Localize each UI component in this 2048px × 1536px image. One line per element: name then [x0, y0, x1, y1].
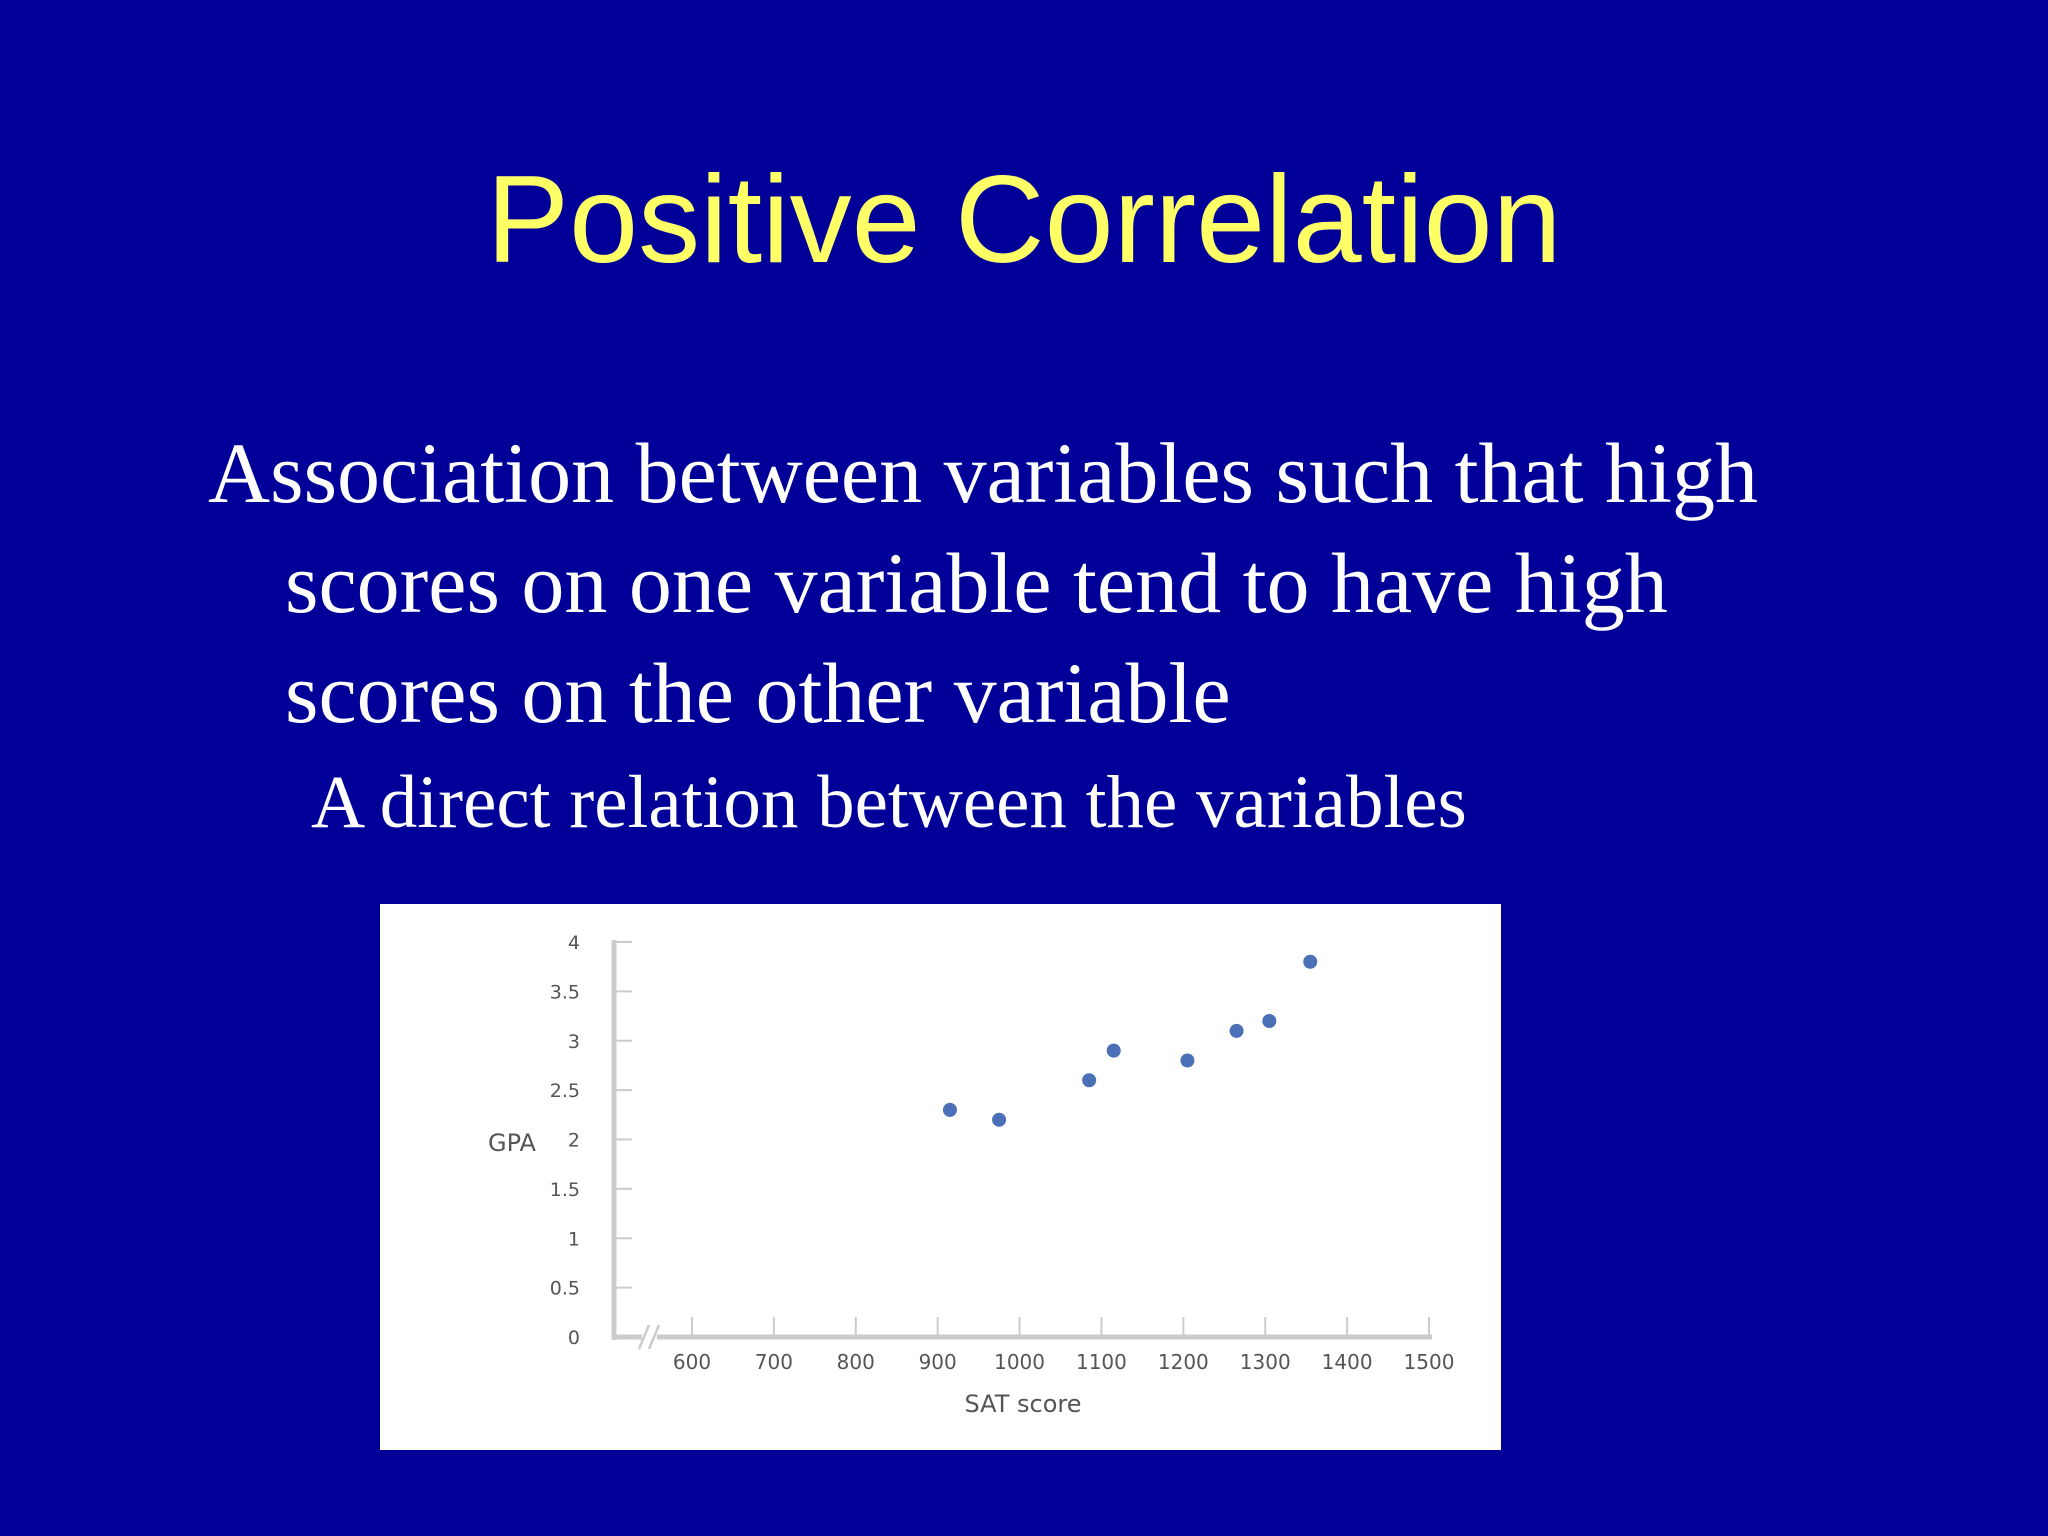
y-tick-label: 3.5 — [550, 981, 580, 1003]
y-tick-label: 1 — [568, 1228, 580, 1250]
chart-ticks: 0 0.5 1 1.5 2 2.5 3 3.5 4 600 700 800 900 1000 1100 120… — [550, 932, 1455, 1374]
x-tick-label: 900 — [919, 1350, 957, 1374]
x-tick-label: 1500 — [1404, 1350, 1455, 1374]
data-point — [1262, 1014, 1277, 1028]
slide-title: Positive Correlation — [486, 151, 1562, 289]
data-point — [1180, 1053, 1195, 1068]
body-text-line-3: scores on the other variable — [285, 645, 1231, 741]
data-point — [942, 1102, 957, 1117]
x-axis-label: SAT score — [964, 1390, 1081, 1418]
x-tick-label: 1200 — [1158, 1350, 1209, 1374]
chart-axes — [611, 940, 1432, 1350]
x-tick-label: 800 — [837, 1350, 875, 1374]
x-tick-label: 600 — [673, 1350, 711, 1374]
data-point — [1303, 954, 1318, 969]
x-axis-break-mark — [647, 1324, 661, 1350]
y-tick-label: 4 — [568, 932, 580, 954]
y-tick-label: 3 — [568, 1031, 580, 1053]
x-axis-break-mark — [637, 1324, 651, 1350]
sub-point-text: A direct relation between the variables — [311, 761, 1467, 844]
y-tick-label: 0.5 — [550, 1278, 580, 1300]
x-tick-label: 1000 — [994, 1350, 1045, 1374]
x-tick-label: 1100 — [1076, 1350, 1127, 1374]
data-point — [1106, 1043, 1121, 1058]
x-tick-label: 700 — [755, 1350, 793, 1374]
y-axis-label: GPA — [488, 1129, 537, 1157]
y-tick-label: 2.5 — [550, 1080, 580, 1102]
x-tick-label: 1400 — [1322, 1350, 1373, 1374]
data-point — [1229, 1023, 1244, 1038]
y-tick-label: 2 — [568, 1130, 580, 1152]
data-point — [992, 1112, 1007, 1127]
y-tick-label: 1.5 — [550, 1179, 580, 1201]
data-point — [1082, 1073, 1097, 1088]
y-tick-label: 0 — [568, 1327, 580, 1349]
body-text-line-2: scores on one variable tend to have high — [285, 535, 1668, 631]
chart-points — [942, 954, 1318, 1127]
x-tick-label: 1300 — [1240, 1350, 1291, 1374]
body-text-line-1: Association between variables such that … — [208, 425, 1758, 521]
scatter-chart-panel: 0 0.5 1 1.5 2 2.5 3 3.5 4 600 700 800 900 1000 1100 120… — [380, 904, 1501, 1450]
scatter-chart: 0 0.5 1 1.5 2 2.5 3 3.5 4 600 700 800 900 1000 1100 120… — [488, 932, 1455, 1418]
